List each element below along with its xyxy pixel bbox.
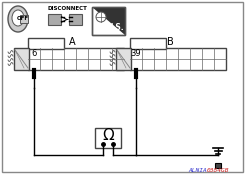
FancyBboxPatch shape (130, 48, 226, 70)
Text: 0384GB: 0384GB (207, 167, 230, 173)
FancyBboxPatch shape (92, 7, 125, 35)
Text: H.S.: H.S. (106, 23, 124, 32)
FancyBboxPatch shape (28, 38, 64, 49)
FancyBboxPatch shape (130, 38, 166, 49)
Text: ALNIA: ALNIA (188, 167, 207, 173)
Text: A: A (69, 37, 75, 47)
Text: B: B (167, 37, 173, 47)
Text: DISCONNECT: DISCONNECT (47, 6, 87, 12)
Text: 39: 39 (131, 49, 141, 58)
FancyBboxPatch shape (48, 14, 61, 25)
FancyBboxPatch shape (116, 48, 131, 70)
Ellipse shape (12, 10, 24, 26)
Text: OFF: OFF (17, 16, 29, 22)
FancyBboxPatch shape (95, 128, 121, 148)
FancyBboxPatch shape (215, 163, 221, 168)
FancyBboxPatch shape (20, 15, 28, 23)
Polygon shape (92, 7, 125, 35)
FancyBboxPatch shape (28, 48, 124, 70)
FancyBboxPatch shape (14, 48, 29, 70)
FancyBboxPatch shape (2, 2, 243, 172)
Circle shape (96, 12, 106, 22)
Ellipse shape (8, 6, 28, 32)
Text: Ω: Ω (102, 128, 114, 143)
Text: 6: 6 (31, 49, 37, 58)
FancyBboxPatch shape (69, 14, 82, 25)
